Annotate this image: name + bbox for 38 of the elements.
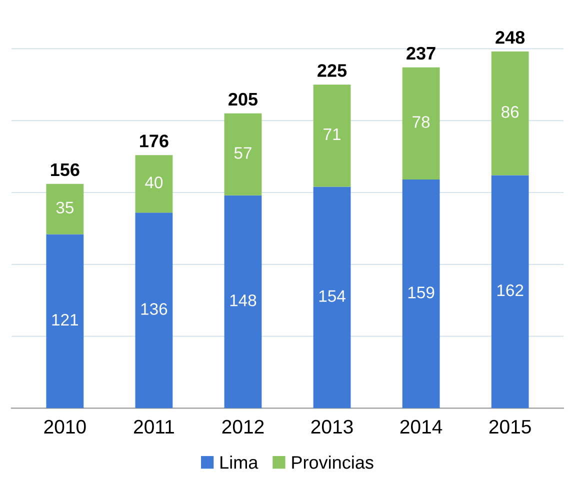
total-label: 176 <box>140 134 168 148</box>
data-label: 71 <box>324 128 340 140</box>
bar <box>135 155 173 213</box>
data-label: 40 <box>145 176 163 188</box>
bar <box>402 67 440 180</box>
total-label: 248 <box>496 31 525 44</box>
total-label: 237 <box>406 46 436 60</box>
bar <box>135 212 173 408</box>
bar <box>313 84 351 187</box>
legend-label: Lima <box>220 456 258 469</box>
data-label: 78 <box>412 116 430 128</box>
legend-label: Provincias <box>292 456 374 469</box>
data-label: 86 <box>502 106 519 118</box>
data-label: 121 <box>52 314 78 326</box>
total-label: 205 <box>228 92 258 106</box>
bar <box>224 113 262 196</box>
x-tick-label: 2010 <box>44 420 86 434</box>
bar <box>224 195 262 408</box>
total-label: 225 <box>318 64 347 77</box>
x-tick-label: 2015 <box>489 420 531 434</box>
bar <box>402 180 440 408</box>
data-label: 57 <box>234 147 252 159</box>
bar <box>46 234 84 408</box>
data-label: 162 <box>497 284 524 296</box>
bar <box>313 186 351 408</box>
x-tick-label: 2011 <box>134 420 174 434</box>
x-tick-label: 2013 <box>311 420 353 434</box>
data-label: 154 <box>319 290 346 302</box>
bar <box>491 175 529 408</box>
data-label: 136 <box>141 303 168 315</box>
total-label: 156 <box>50 163 80 176</box>
bar <box>491 52 529 176</box>
x-tick-label: 2012 <box>222 420 264 434</box>
data-label: 35 <box>56 202 74 214</box>
bar <box>46 184 84 234</box>
x-tick-label: 2014 <box>400 420 442 434</box>
data-label: 159 <box>408 286 434 298</box>
data-label: 148 <box>230 294 256 306</box>
